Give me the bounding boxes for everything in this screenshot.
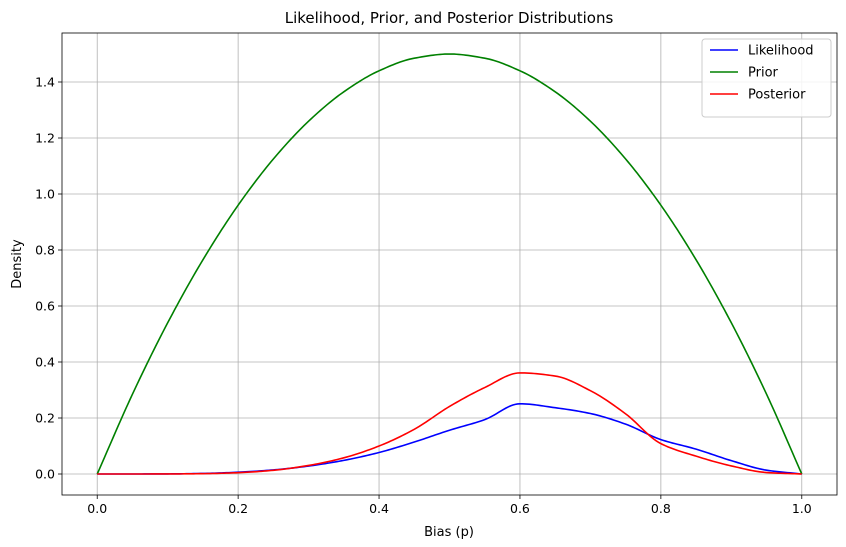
x-tick-label: 0.0: [87, 501, 107, 516]
x-tick-label: 1.0: [792, 501, 812, 516]
series-line-prior: [96, 53, 803, 475]
x-tick-label: 0.6: [510, 501, 530, 516]
y-axis-label: Density: [10, 239, 25, 289]
series-line-posterior: [97, 372, 802, 475]
legend-box: [701, 38, 832, 118]
x-tick-label: 0.4: [369, 501, 389, 516]
y-tick-label: 0.8: [35, 243, 55, 258]
series-line-likelihood: [97, 402, 802, 475]
plot-frame: [61, 32, 838, 496]
ticks: 0.0 0.2 0.4 0.6 0.8 1.0 0.0 0.2 0.4 0.6 0.8 1.0 1.2 1…: [35, 75, 812, 517]
y-tick-label: 1.4: [35, 75, 55, 90]
legend-label-posterior: Posterior: [748, 88, 806, 103]
legend-label-prior: Prior: [748, 66, 779, 81]
chart-title: Likelihood, Prior, and Posterior Distrib…: [285, 9, 614, 27]
legend-label-likelihood: Likelihood: [748, 44, 814, 59]
y-tick-label: 0.0: [35, 467, 55, 482]
y-tick-label: 1.2: [35, 131, 55, 146]
y-tick-label: 0.6: [35, 299, 55, 314]
x-axis-label: Bias (p): [424, 525, 474, 540]
legend: Likelihood Prior Posterior: [701, 38, 832, 118]
x-tick-label: 0.2: [228, 501, 248, 516]
y-tick-label: 1.0: [35, 187, 55, 202]
series-lines: [96, 53, 803, 475]
x-tick-label: 0.8: [651, 501, 671, 516]
y-tick-label: 0.4: [35, 355, 55, 370]
y-tick-label: 0.2: [35, 411, 55, 426]
